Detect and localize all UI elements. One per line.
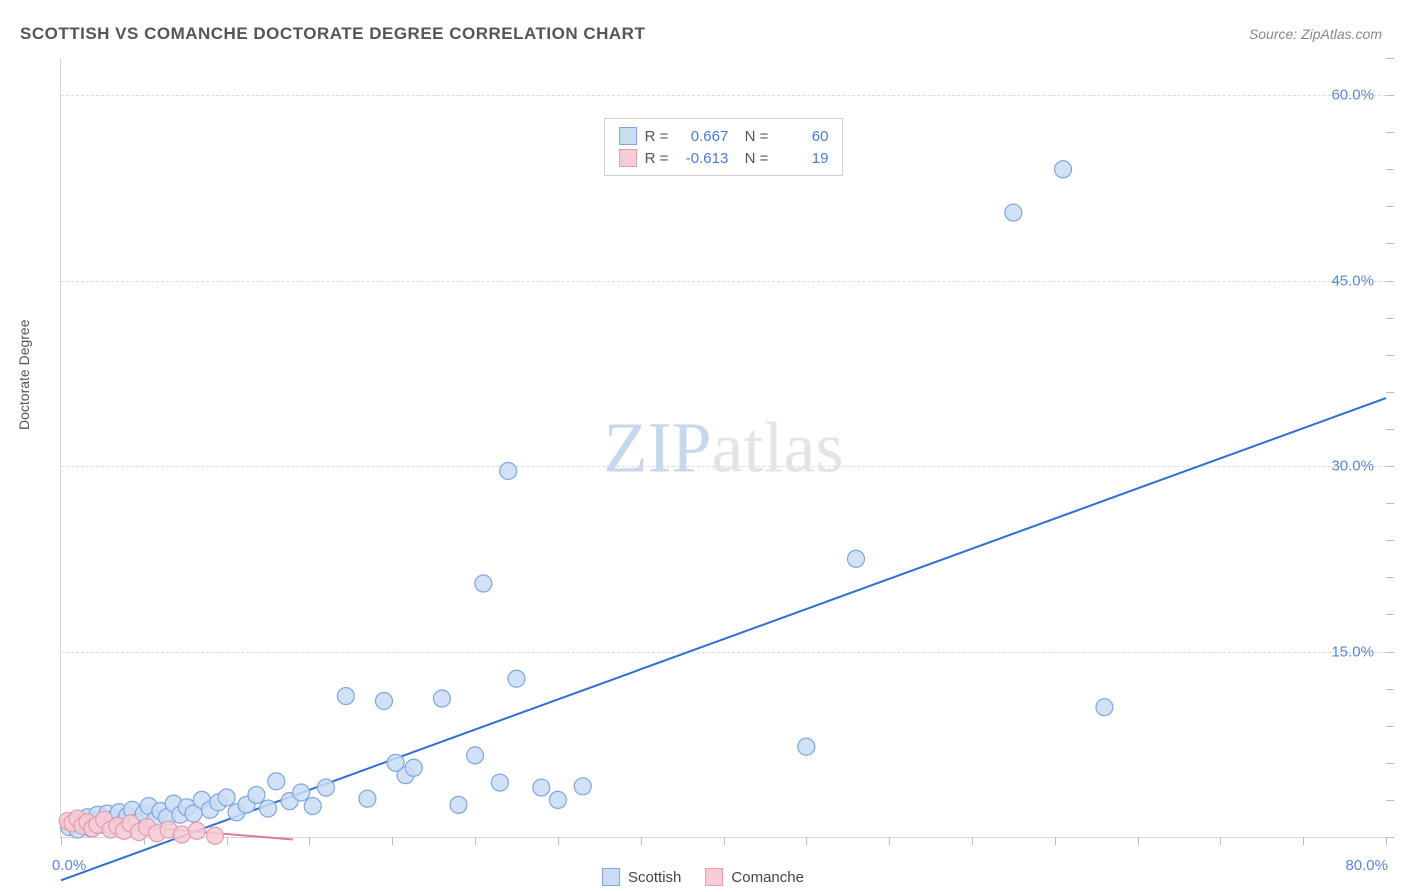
data-point-scottish (1005, 204, 1022, 221)
data-point-comanche (188, 822, 205, 839)
swatch-scottish (619, 127, 637, 145)
data-point-scottish (387, 754, 404, 771)
data-point-scottish (1055, 161, 1072, 178)
data-point-scottish (467, 747, 484, 764)
xtick (972, 837, 973, 845)
xtick (309, 837, 310, 845)
source-label: Source: ZipAtlas.com (1249, 26, 1382, 42)
x-max-label: 80.0% (1345, 857, 1388, 874)
data-point-scottish (848, 550, 865, 567)
ytick (1386, 58, 1394, 59)
data-point-scottish (337, 688, 354, 705)
data-point-scottish (1096, 699, 1113, 716)
data-point-scottish (268, 773, 285, 790)
legend-label-comanche: Comanche (731, 869, 804, 886)
xtick (1220, 837, 1221, 845)
y-axis-label: Doctorate Degree (16, 319, 32, 430)
ytick (1386, 355, 1394, 356)
data-point-scottish (798, 738, 815, 755)
data-point-scottish (574, 778, 591, 795)
data-point-scottish (248, 786, 265, 803)
data-point-scottish (450, 796, 467, 813)
ytick (1386, 577, 1394, 578)
xtick (1303, 837, 1304, 845)
data-point-scottish (533, 779, 550, 796)
ytick (1386, 689, 1394, 690)
swatch-scottish (602, 868, 620, 886)
legend-item-comanche: Comanche (705, 868, 804, 886)
ytick (1386, 392, 1394, 393)
ytick (1386, 281, 1394, 282)
xtick (227, 837, 228, 845)
xtick (1138, 837, 1139, 845)
legend-label-scottish: Scottish (628, 869, 681, 886)
stats-legend: R = 0.667 N = 60 R = -0.613 N = 19 (604, 118, 844, 176)
x-origin-label: 0.0% (52, 857, 86, 874)
data-point-scottish (359, 790, 376, 807)
ytick (1386, 726, 1394, 727)
chart-title: SCOTTISH VS COMANCHE DOCTORATE DEGREE CO… (20, 24, 645, 44)
data-point-scottish (218, 789, 235, 806)
data-point-comanche (207, 827, 224, 844)
series-legend: Scottish Comanche (602, 868, 804, 886)
ytick (1386, 429, 1394, 430)
plot-area: ZIPatlas R = 0.667 N = 60 R = -0.613 N =… (60, 58, 1386, 838)
n-value-comanche: 19 (776, 150, 828, 167)
xtick (724, 837, 725, 845)
xtick (61, 837, 62, 845)
ytick (1386, 837, 1394, 838)
xtick (475, 837, 476, 845)
legend-item-scottish: Scottish (602, 868, 681, 886)
xtick (1055, 837, 1056, 845)
ytick (1386, 132, 1394, 133)
data-point-scottish (491, 774, 508, 791)
ytick (1386, 95, 1394, 96)
ytick (1386, 466, 1394, 467)
ytick (1386, 206, 1394, 207)
ytick (1386, 503, 1394, 504)
chart-container: SCOTTISH VS COMANCHE DOCTORATE DEGREE CO… (0, 0, 1406, 892)
data-point-scottish (549, 791, 566, 808)
n-label: N = (736, 150, 768, 167)
data-point-comanche (173, 826, 190, 843)
data-point-scottish (304, 798, 321, 815)
data-point-scottish (508, 670, 525, 687)
ytick (1386, 169, 1394, 170)
ytick (1386, 540, 1394, 541)
r-label: R = (645, 128, 669, 145)
xtick (889, 837, 890, 845)
data-point-scottish (260, 800, 277, 817)
r-value-scottish: 0.667 (676, 128, 728, 145)
r-value-comanche: -0.613 (676, 150, 728, 167)
ytick (1386, 614, 1394, 615)
ytick (1386, 800, 1394, 801)
stats-row-scottish: R = 0.667 N = 60 (619, 125, 829, 147)
data-point-scottish (375, 692, 392, 709)
ytick (1386, 318, 1394, 319)
n-label: N = (736, 128, 768, 145)
data-point-scottish (500, 462, 517, 479)
swatch-comanche (705, 868, 723, 886)
n-value-scottish: 60 (776, 128, 828, 145)
data-point-scottish (433, 690, 450, 707)
xtick (558, 837, 559, 845)
stats-row-comanche: R = -0.613 N = 19 (619, 147, 829, 169)
xtick (806, 837, 807, 845)
data-point-scottish (475, 575, 492, 592)
xtick (1386, 837, 1387, 845)
data-point-scottish (293, 784, 310, 801)
r-label: R = (645, 150, 669, 167)
xtick (641, 837, 642, 845)
data-point-scottish (318, 779, 335, 796)
ytick (1386, 652, 1394, 653)
xtick (392, 837, 393, 845)
ytick (1386, 763, 1394, 764)
swatch-comanche (619, 149, 637, 167)
ytick (1386, 243, 1394, 244)
data-point-scottish (405, 759, 422, 776)
